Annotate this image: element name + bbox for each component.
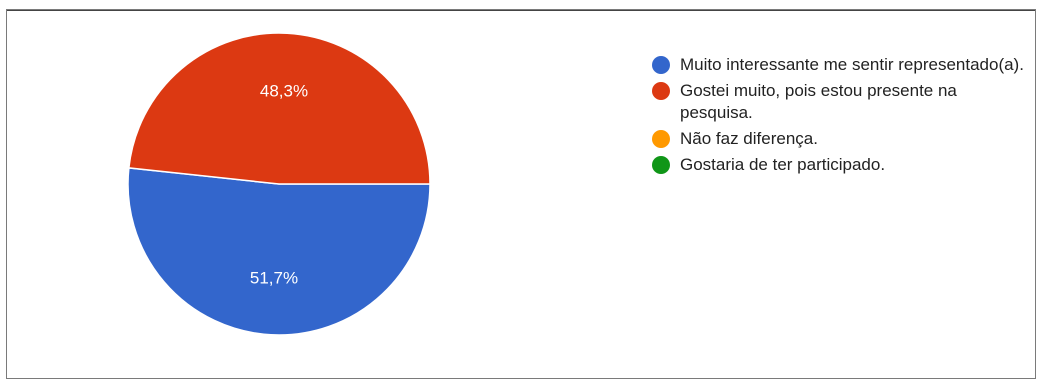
legend-item: Muito interessante me sentir representad… xyxy=(652,54,1032,76)
chart-frame: 51,7% 48,3% Muito interessante me sentir … xyxy=(6,9,1036,379)
legend-label: Gostei muito, pois estou presente na pes… xyxy=(680,81,957,122)
legend-swatch xyxy=(652,82,670,100)
legend-item: Não faz diferença. xyxy=(652,128,1032,150)
legend-item: Gostei muito, pois estou presente na pes… xyxy=(652,80,1032,124)
chart-legend: Muito interessante me sentir representad… xyxy=(652,54,1032,180)
legend-swatch xyxy=(652,130,670,148)
slice-label-0: 51,7% xyxy=(250,268,298,287)
legend-label: Muito interessante me sentir representad… xyxy=(680,55,1024,74)
legend-swatch xyxy=(652,56,670,74)
legend-swatch xyxy=(652,156,670,174)
pie-slice-1 xyxy=(128,32,431,185)
pie-slice-0 xyxy=(127,167,431,336)
legend-label: Não faz diferença. xyxy=(680,129,818,148)
pie-chart: 51,7% 48,3% xyxy=(127,32,431,336)
slice-label-1: 48,3% xyxy=(260,82,308,101)
legend-item: Gostaria de ter participado. xyxy=(652,154,1032,176)
legend-label: Gostaria de ter participado. xyxy=(680,155,886,174)
